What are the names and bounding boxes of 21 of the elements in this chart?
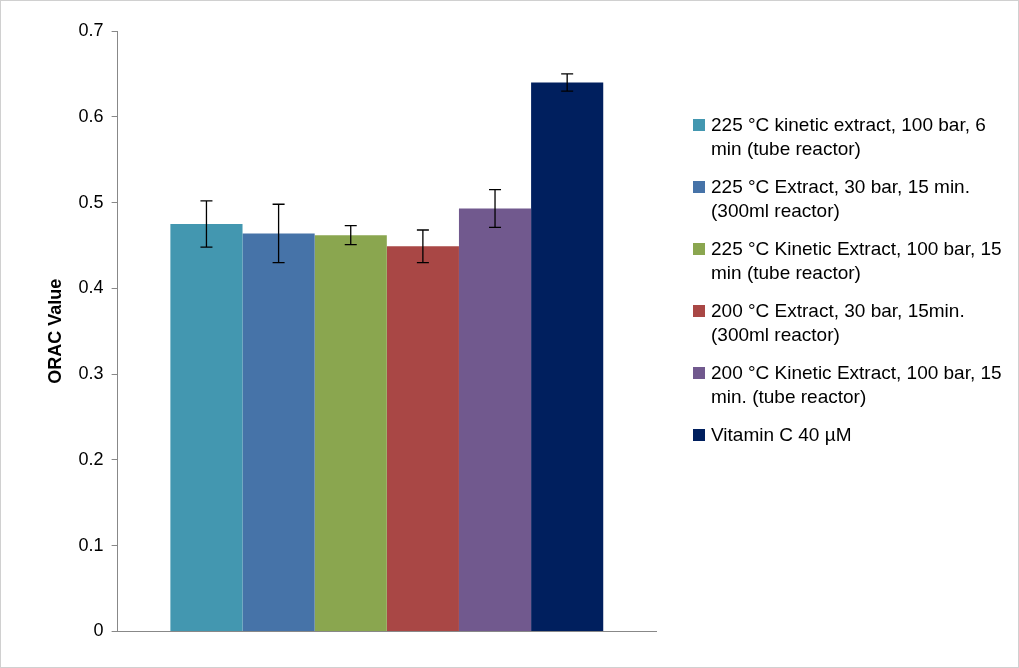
y-tick-label: 0.7 (78, 19, 104, 40)
bar (386, 246, 459, 631)
bar (458, 208, 532, 631)
y-tick-label: 0.5 (78, 191, 104, 212)
y-tick-label: 0.4 (78, 277, 104, 298)
y-tick-label: 0.6 (78, 105, 104, 126)
legend-label: 225 °C kinetic extract, 100 bar, 6 min (tube reactor) (711, 113, 987, 161)
y-tick-label: 0 (93, 620, 104, 641)
bar (242, 233, 315, 631)
legend-label: 200 °C Extract, 30 bar, 15min. (300ml reactor) (711, 299, 966, 347)
bar (314, 235, 387, 631)
bar (170, 223, 243, 631)
y-axis-title: ORAC Value (44, 278, 65, 384)
bar (531, 82, 604, 631)
y-tick-label: 0.1 (78, 534, 104, 555)
legend-label: 225 °C Kinetic Extract, 100 bar, 15 min (tube reactor) (711, 237, 1003, 285)
y-tick-label: 0.3 (78, 363, 104, 384)
y-tick-label: 0.2 (78, 448, 104, 469)
legend-label: 225 °C Extract, 30 bar, 15 min. (300ml reactor) (711, 175, 971, 223)
legend-label: 200 °C Kinetic Extract, 100 bar, 15 min. (tube reactor) (711, 361, 1003, 409)
legend-label: Vitamin C 40 µM (711, 423, 852, 447)
